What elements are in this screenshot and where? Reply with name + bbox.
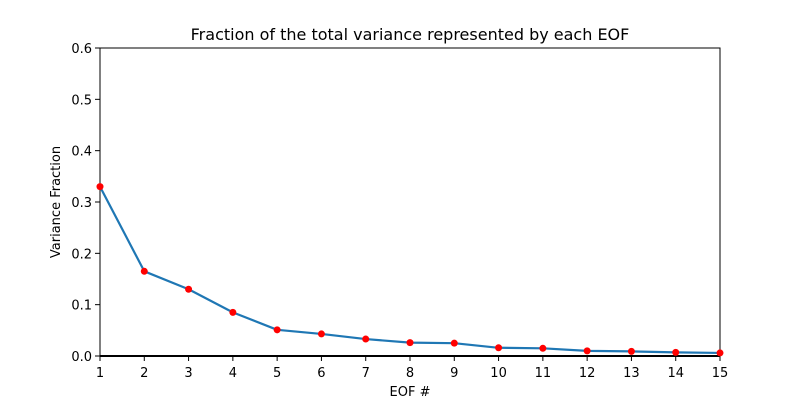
data-point — [450, 339, 458, 347]
x-tick-label: 13 — [623, 366, 640, 381]
x-tick-label: 6 — [317, 366, 325, 381]
x-tick-label: 9 — [450, 366, 458, 381]
x-tick-label: 10 — [490, 366, 507, 381]
data-point — [539, 344, 547, 352]
x-tick-label: 8 — [406, 366, 414, 381]
data-point — [583, 347, 591, 355]
x-tick-label: 7 — [362, 366, 370, 381]
data-point — [716, 349, 724, 357]
data-point — [273, 326, 281, 334]
data-point — [229, 308, 237, 316]
x-tick-label: 2 — [140, 366, 148, 381]
plot-area: 0.00.10.20.30.40.50.61 2 3 4 5 6 7 8 9 10 11 12 13 14… — [71, 42, 728, 381]
data-point — [627, 347, 635, 355]
series-line — [99, 186, 721, 355]
chart-title: Fraction of the total variance represent… — [191, 25, 630, 44]
data-point — [362, 335, 370, 343]
data-point — [672, 348, 680, 356]
y-tick-label: 0.2 — [71, 247, 92, 262]
x-axis-title: EOF # — [390, 385, 431, 400]
x-tick-label: 12 — [579, 366, 596, 381]
y-tick-label: 0.4 — [71, 145, 92, 160]
data-point — [406, 339, 414, 347]
x-tick-label: 15 — [712, 366, 729, 381]
plot-frame — [99, 47, 721, 357]
x-tick-label: 11 — [535, 366, 552, 381]
y-tick-label: 0.5 — [71, 93, 92, 108]
x-tick-label: 3 — [184, 366, 192, 381]
y-axis-title: Variance Fraction — [49, 146, 64, 258]
y-tick-label: 0.6 — [71, 42, 92, 57]
data-point — [140, 267, 148, 275]
data-point — [185, 285, 193, 293]
x-tick-label: 1 — [96, 366, 104, 381]
x-tick-label: 5 — [273, 366, 281, 381]
data-point — [96, 183, 104, 191]
data-point — [317, 330, 325, 338]
y-tick-label: 0.3 — [71, 196, 92, 211]
y-tick-label: 0.1 — [71, 299, 92, 314]
x-tick-label: 4 — [229, 366, 237, 381]
x-tick-label: 14 — [667, 366, 684, 381]
data-point — [495, 344, 503, 352]
y-tick-label: 0.0 — [71, 350, 92, 365]
